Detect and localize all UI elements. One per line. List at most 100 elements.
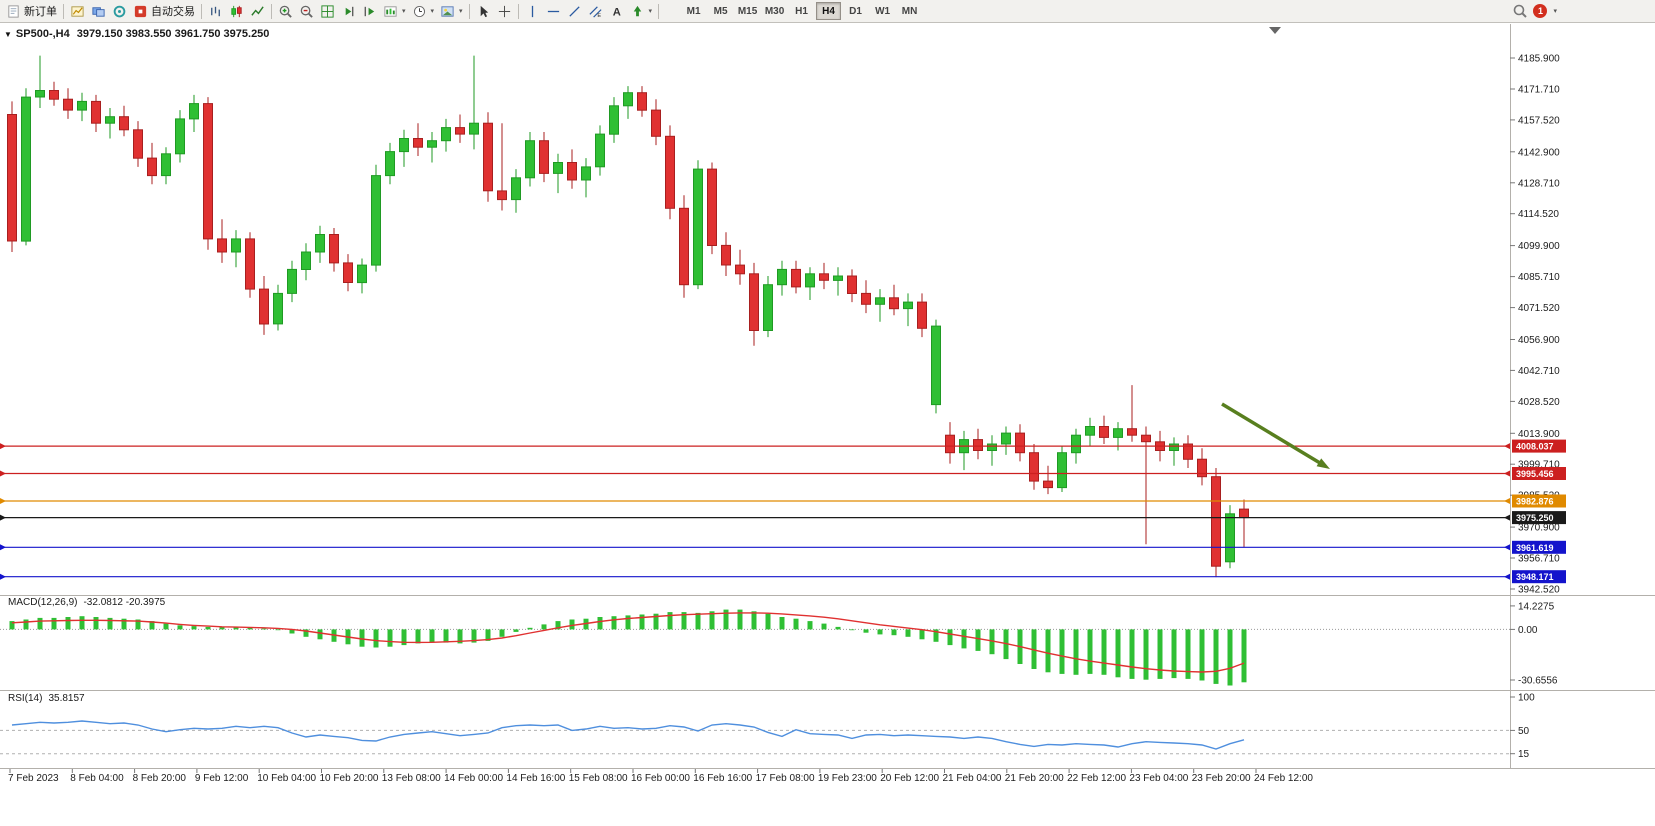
indicators-button[interactable]: ▾ (380, 1, 409, 21)
macd-indicator-label: MACD(12,26,9) (8, 597, 78, 608)
market-watch-button[interactable] (109, 1, 130, 21)
timeframe-button-m1[interactable]: M1 (686, 5, 701, 17)
svg-text:0.00: 0.00 (1518, 625, 1538, 636)
arrows-dropdown-caret: ▾ (648, 8, 653, 15)
timeframe-button-m30[interactable]: M30 (764, 5, 785, 17)
new-chart-button[interactable] (67, 1, 88, 21)
cursor-button[interactable] (473, 1, 494, 21)
svg-text:4056.900: 4056.900 (1518, 335, 1560, 346)
svg-text:A: A (612, 6, 620, 18)
vertical-line-icon (531, 5, 533, 17)
svg-text:16 Feb 00:00: 16 Feb 00:00 (631, 773, 690, 784)
periods-dropdown-caret: ▾ (430, 8, 435, 15)
svg-text:4008.037: 4008.037 (1516, 442, 1554, 452)
svg-text:4013.900: 4013.900 (1518, 429, 1560, 440)
separator (201, 3, 202, 19)
svg-text:3956.710: 3956.710 (1518, 554, 1560, 565)
svg-text:10 Feb 20:00: 10 Feb 20:00 (320, 773, 379, 784)
separator (517, 3, 519, 19)
toolbar: 新订单 自动交易 (0, 0, 1655, 23)
trendline-tool-button[interactable] (564, 1, 585, 21)
svg-text:10 Feb 04:00: 10 Feb 04:00 (257, 773, 316, 784)
equidistant-channel-tool-button[interactable]: E (585, 1, 606, 21)
toolbar-right-group: 1 ▾ (1512, 3, 1557, 19)
timeframe-button-h4[interactable]: H4 (816, 2, 842, 20)
svg-text:23 Feb 04:00: 23 Feb 04:00 (1129, 773, 1188, 784)
svg-text:3948.171: 3948.171 (1516, 572, 1554, 582)
tile-windows-button[interactable] (317, 1, 338, 21)
svg-text:21 Feb 20:00: 21 Feb 20:00 (1005, 773, 1064, 784)
indicators-icon (384, 5, 397, 17)
zoom-in-icon (279, 5, 292, 18)
price-axis[interactable]: 4185.900 4171.710 4157.520 4142.900 4128.710… (1510, 54, 1560, 596)
arrows-tool-icon (633, 5, 641, 16)
svg-text:50: 50 (1518, 726, 1530, 737)
search-icon[interactable] (1512, 3, 1528, 19)
svg-text:4128.710: 4128.710 (1518, 178, 1560, 189)
autotrading-button[interactable]: 自动交易 (130, 1, 198, 21)
timeframe-button-mn[interactable]: MN (901, 5, 918, 17)
line-chart-icon (251, 5, 264, 16)
equidistant-channel-icon: E (588, 5, 602, 19)
new-order-icon (8, 4, 19, 18)
separator (63, 3, 64, 19)
notification-badge[interactable]: 1 (1533, 4, 1548, 18)
line-chart-button[interactable] (247, 1, 268, 21)
zoom-out-button[interactable] (296, 1, 317, 21)
svg-text:16 Feb 16:00: 16 Feb 16:00 (693, 773, 752, 784)
candlestick-chart-button[interactable] (226, 1, 247, 21)
timeframe-button-w1[interactable]: W1 (875, 5, 891, 17)
separator (271, 3, 272, 19)
crosshair-button[interactable] (494, 1, 515, 21)
macd-panel: 14.2275 0.00 -30.6556 (0, 601, 1558, 687)
timeframe-button-m15[interactable]: M15 (737, 5, 758, 17)
svg-text:3961.619: 3961.619 (1516, 543, 1554, 553)
timeframe-button-m5[interactable]: M5 (713, 5, 728, 17)
timeframe-button-h1[interactable]: H1 (795, 5, 808, 17)
svg-text:23 Feb 20:00: 23 Feb 20:00 (1192, 773, 1251, 784)
horizontal-line-objects[interactable]: 4008.037 3995.456 3982.876 3975.250 3961.619… (0, 439, 1566, 584)
svg-text:4114.520: 4114.520 (1518, 209, 1559, 220)
templates-button[interactable]: ▾ (437, 1, 466, 21)
ohlc-readout: 3979.150 3983.550 3961.750 3975.250 (76, 28, 270, 40)
text-tool-button[interactable]: A (606, 1, 627, 21)
svg-text:E: E (597, 13, 601, 19)
arrows-tool-button[interactable]: ▾ (627, 1, 656, 21)
chart-shift-button[interactable] (359, 1, 380, 21)
chart-header: ▼ SP500-,H4 3979.150 3983.550 3961.750 397… (4, 28, 269, 40)
templates-dropdown-caret: ▾ (459, 8, 463, 15)
time-axis[interactable]: 7 Feb 2023 8 Feb 04:00 8 Feb 20:00 9 Feb 12… (8, 769, 1313, 784)
rsi-indicator-label: RSI(14) (8, 693, 43, 704)
trend-arrow-annotation[interactable] (1221, 402, 1330, 469)
periods-button[interactable]: ▾ (409, 1, 438, 21)
svg-text:14.2275: 14.2275 (1518, 601, 1555, 612)
indicators-dropdown-caret: ▾ (402, 8, 406, 15)
horizontal-line-tool-button[interactable] (543, 1, 564, 21)
svg-text:3970.900: 3970.900 (1518, 523, 1560, 534)
auto-scroll-button[interactable] (338, 1, 359, 21)
autotrading-label: 自动交易 (151, 6, 195, 18)
svg-text:15 Feb 08:00: 15 Feb 08:00 (569, 773, 628, 784)
zoom-in-button[interactable] (275, 1, 296, 21)
svg-text:7 Feb 2023: 7 Feb 2023 (8, 773, 59, 784)
svg-text:100: 100 (1518, 693, 1535, 704)
macd-values: -32.0812 -20.3975 (83, 597, 166, 608)
notifications-dropdown-caret[interactable]: ▾ (1553, 8, 1557, 15)
profiles-button[interactable] (88, 1, 109, 21)
new-order-button[interactable]: 新订单 (3, 1, 60, 21)
svg-text:4171.710: 4171.710 (1518, 85, 1560, 96)
chart-shift-marker[interactable] (1269, 27, 1281, 34)
svg-text:24 Feb 12:00: 24 Feb 12:00 (1254, 773, 1313, 784)
text-tool-icon: A (612, 6, 620, 18)
svg-text:19 Feb 23:00: 19 Feb 23:00 (818, 773, 877, 784)
timeframe-button-d1[interactable]: D1 (849, 5, 862, 17)
crosshair-icon (498, 5, 510, 17)
one-click-trading-arrow[interactable]: ▼ (4, 30, 12, 39)
profiles-icon (92, 6, 105, 17)
autotrading-icon (134, 5, 147, 17)
rsi-value: 35.8157 (48, 693, 85, 704)
vertical-line-tool-button[interactable] (522, 1, 543, 21)
separator (468, 3, 470, 19)
svg-text:3975.250: 3975.250 (1516, 513, 1554, 523)
bar-chart-button[interactable] (205, 1, 226, 21)
